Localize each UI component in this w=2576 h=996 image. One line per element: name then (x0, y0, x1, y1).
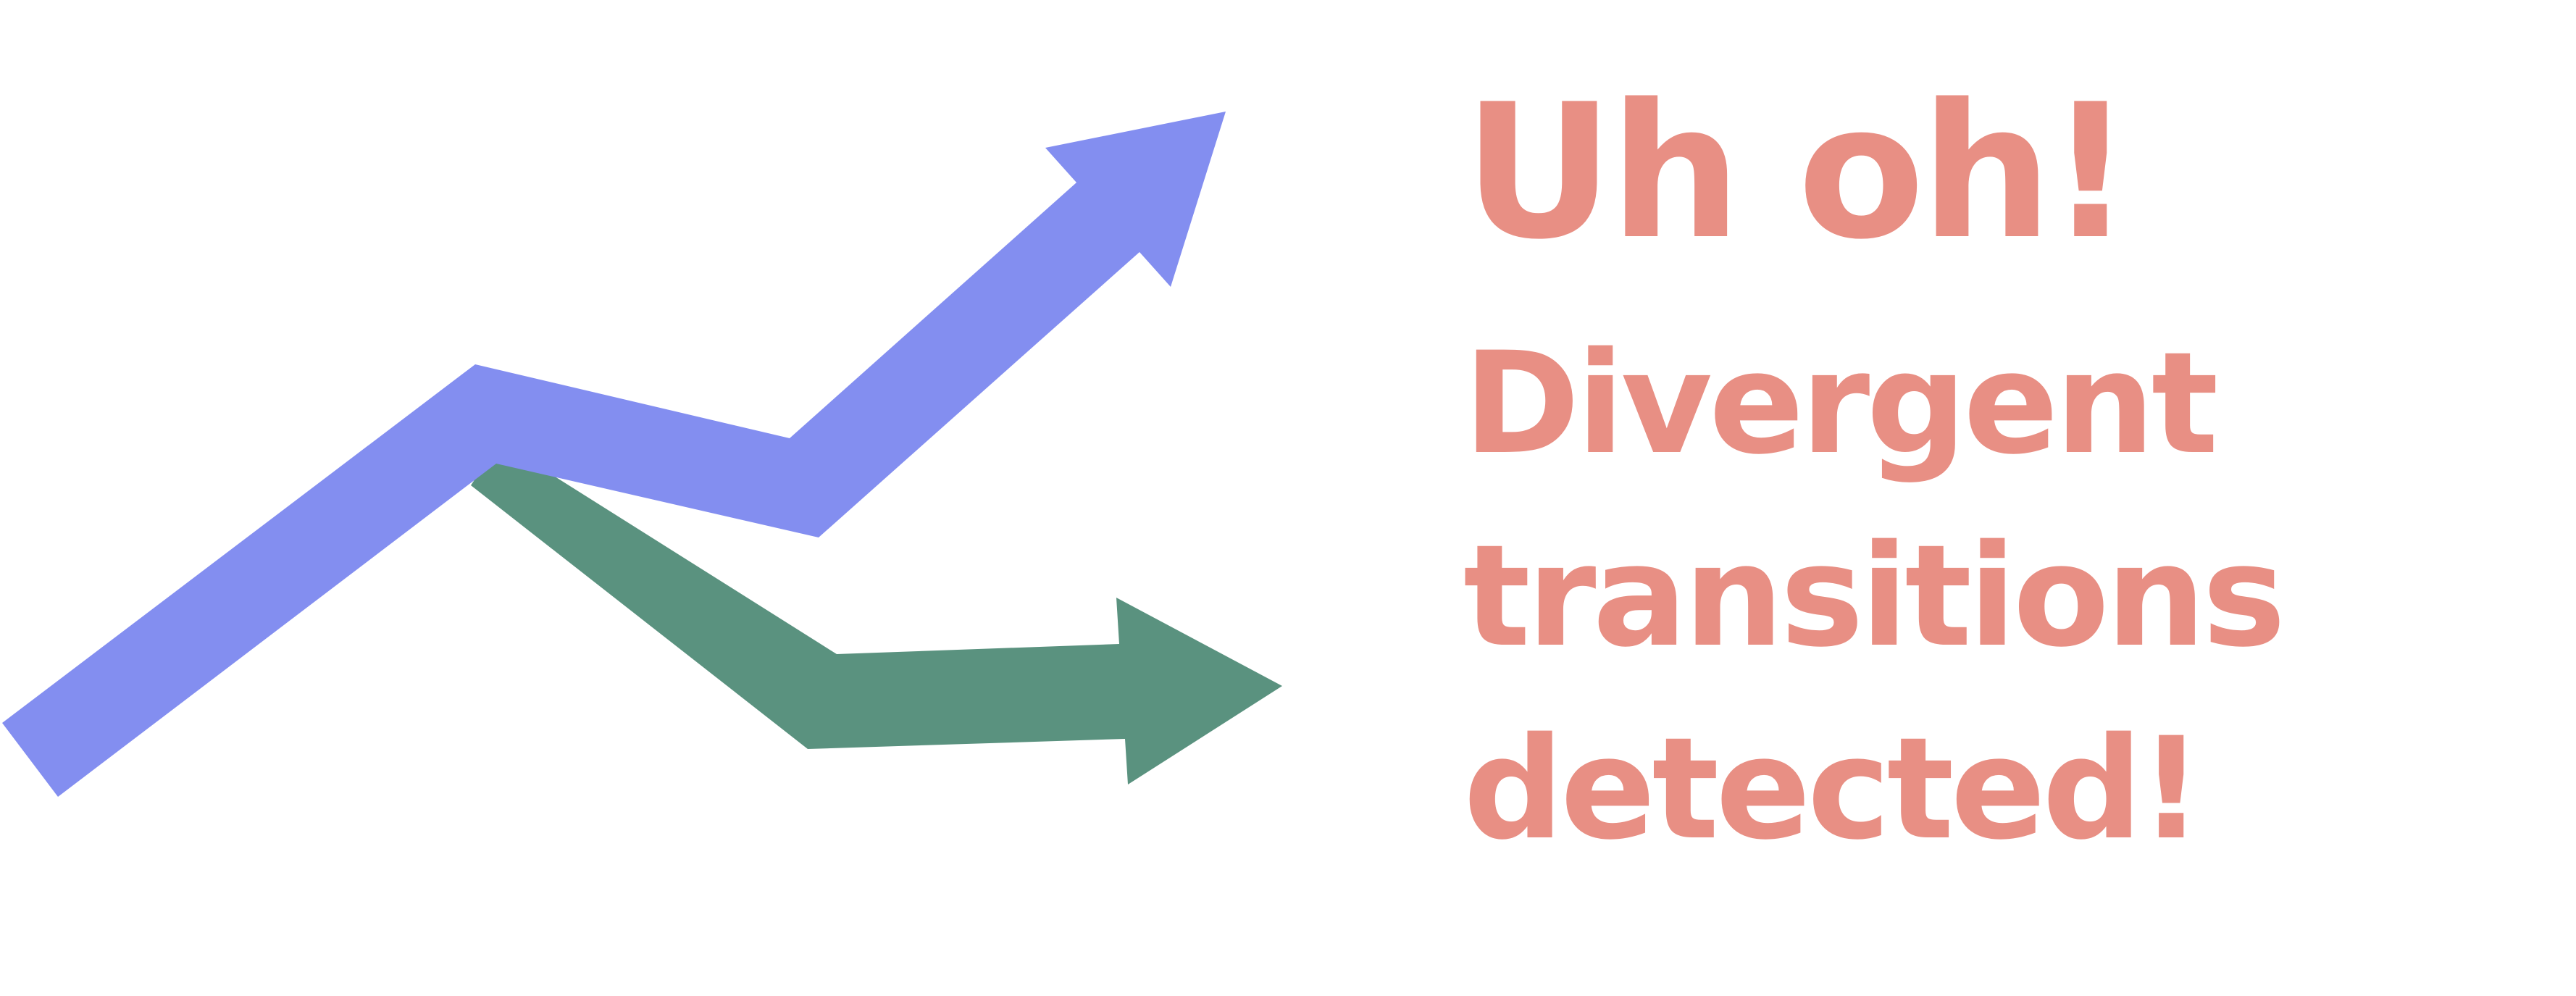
headline: Uh oh! Divergent transitions detected! (1463, 64, 2286, 885)
blue-arrow-shape (2, 112, 1226, 797)
headline-title: Uh oh! (1463, 64, 2133, 280)
green-arrow-shape (471, 442, 1282, 784)
headline-line-1: Divergent (1463, 322, 2219, 485)
green-arrow-icon (471, 442, 1282, 784)
headline-line-3: detected! (1463, 707, 2203, 871)
headline-line-2: transitions (1463, 514, 2286, 678)
blue-arrow-icon (2, 112, 1226, 797)
